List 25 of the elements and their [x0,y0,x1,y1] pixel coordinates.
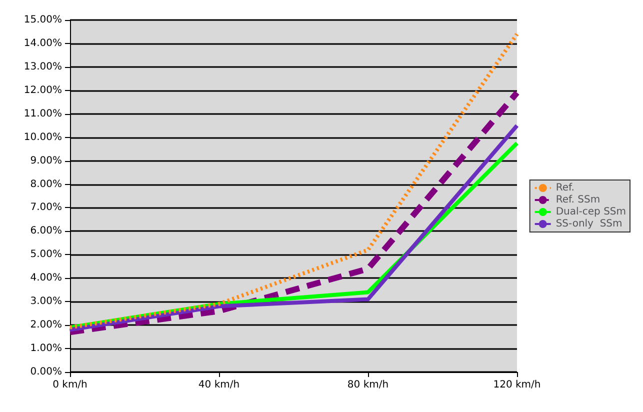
y-tick-label: 10.00% [24,132,62,143]
y-tick-label: 13.00% [24,61,62,72]
y-tick-label: 1.00% [30,343,62,354]
y-tick-label: 5.00% [30,249,62,260]
x-tick-label: 80 km/h [347,380,389,390]
y-tick-label: 4.00% [30,272,62,284]
legend-label: Ref. SSm [556,194,600,206]
y-tick-label: 6.00% [30,226,62,237]
y-tick-label: 14.00% [24,38,62,49]
y-tick-label: 8.00% [30,178,62,190]
y-tick-label: 0.00% [30,366,62,378]
y-tick-label: 7.00% [30,202,62,214]
legend-label: Dual-cep SSm [556,206,626,218]
y-tick-label: 11.00% [24,108,62,120]
y-tick-label: 15.00% [24,14,62,26]
line-series [68,32,519,330]
y-tick-label: 9.00% [30,155,62,166]
legend-label: SS-only SSm [556,218,622,230]
x-tick-label: 120 km/h [493,380,541,390]
y-tick-label: 3.00% [30,296,62,308]
x-tick-label: 40 km/h [198,380,240,390]
x-tick-label: 0 km/h [52,380,88,390]
y-tick-label: 12.00% [24,84,62,96]
legend-label: Ref. [556,182,574,194]
y-tick-label: 2.00% [30,320,62,331]
